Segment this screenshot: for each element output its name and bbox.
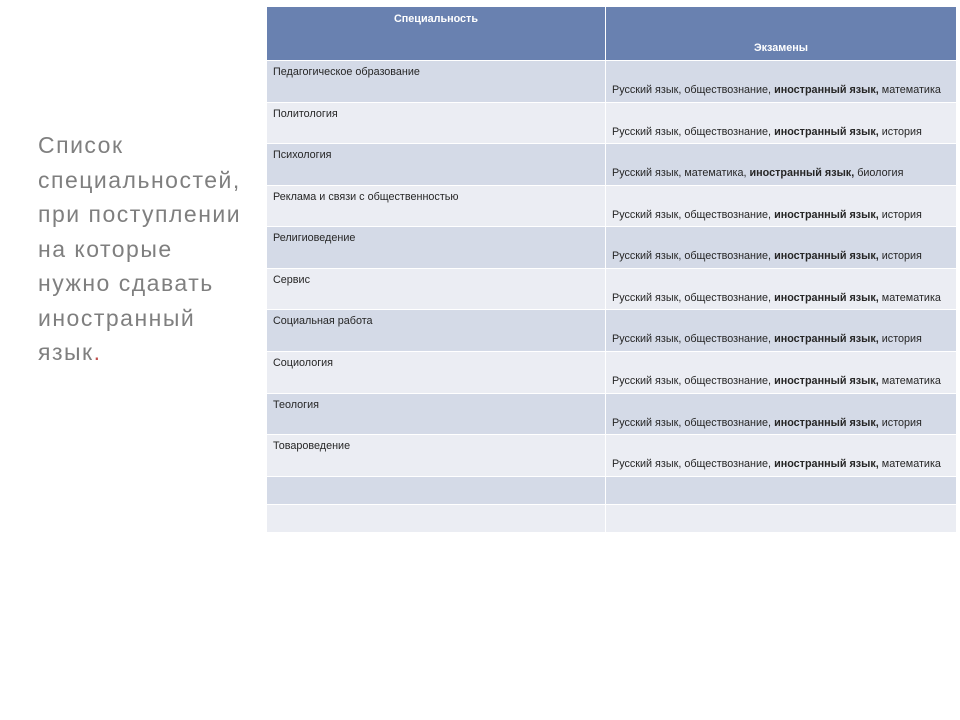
title-dot: .: [94, 339, 102, 365]
table-row: ПсихологияРусский язык, математика, инос…: [267, 144, 957, 186]
exam-cell: Русский язык, обществознание, иностранны…: [606, 435, 957, 477]
table-row: Социальная работаРусский язык, обществоз…: [267, 310, 957, 352]
exam-cell: Русский язык, обществознание, иностранны…: [606, 102, 957, 144]
major-cell: Реклама и связи с общественностью: [267, 185, 606, 227]
table-row-empty: [267, 504, 957, 532]
title-line: нужно сдавать: [38, 270, 214, 296]
table-row: СервисРусский язык, обществознание, инос…: [267, 268, 957, 310]
header-exam: Экзамены: [606, 7, 957, 61]
major-cell: Педагогическое образование: [267, 61, 606, 103]
title-line: язык: [38, 339, 94, 365]
table-row: ПолитологияРусский язык, обществознание,…: [267, 102, 957, 144]
exam-cell: Русский язык, обществознание, иностранны…: [606, 393, 957, 435]
exam-cell: Русский язык, обществознание, иностранны…: [606, 185, 957, 227]
header-major: Специальность: [267, 7, 606, 61]
table-row: Реклама и связи с общественностьюРусский…: [267, 185, 957, 227]
table-row: ТовароведениеРусский язык, обществознани…: [267, 435, 957, 477]
title-line: специальностей,: [38, 167, 241, 193]
major-cell: Социальная работа: [267, 310, 606, 352]
title-line: иностранный: [38, 305, 195, 331]
table-header-row: Специальность Экзамены: [267, 7, 957, 61]
empty-cell: [267, 504, 606, 532]
title-line: на которые: [38, 236, 173, 262]
major-cell: Социология: [267, 351, 606, 393]
major-cell: Религиоведение: [267, 227, 606, 269]
exam-cell: Русский язык, обществознание, иностранны…: [606, 227, 957, 269]
table-row-empty: [267, 476, 957, 504]
table-row: Педагогическое образованиеРусский язык, …: [267, 61, 957, 103]
majors-table: Специальность Экзамены Педагогическое об…: [266, 6, 957, 533]
exam-cell: Русский язык, обществознание, иностранны…: [606, 61, 957, 103]
table-row: ТеологияРусский язык, обществознание, ин…: [267, 393, 957, 435]
empty-cell: [267, 476, 606, 504]
major-cell: Сервис: [267, 268, 606, 310]
title-line: при поступлении: [38, 201, 241, 227]
table-row: СоциологияРусский язык, обществознание, …: [267, 351, 957, 393]
table-body: Педагогическое образованиеРусский язык, …: [267, 61, 957, 533]
major-cell: Психология: [267, 144, 606, 186]
major-cell: Теология: [267, 393, 606, 435]
slide-title: Список специальностей, при поступлении н…: [38, 128, 298, 370]
empty-cell: [606, 504, 957, 532]
exam-cell: Русский язык, математика, иностранный яз…: [606, 144, 957, 186]
major-cell: Политология: [267, 102, 606, 144]
major-cell: Товароведение: [267, 435, 606, 477]
exam-cell: Русский язык, обществознание, иностранны…: [606, 268, 957, 310]
table-row: РелигиоведениеРусский язык, обществознан…: [267, 227, 957, 269]
exam-cell: Русский язык, обществознание, иностранны…: [606, 351, 957, 393]
title-line: Список: [38, 132, 124, 158]
empty-cell: [606, 476, 957, 504]
exam-cell: Русский язык, обществознание, иностранны…: [606, 310, 957, 352]
